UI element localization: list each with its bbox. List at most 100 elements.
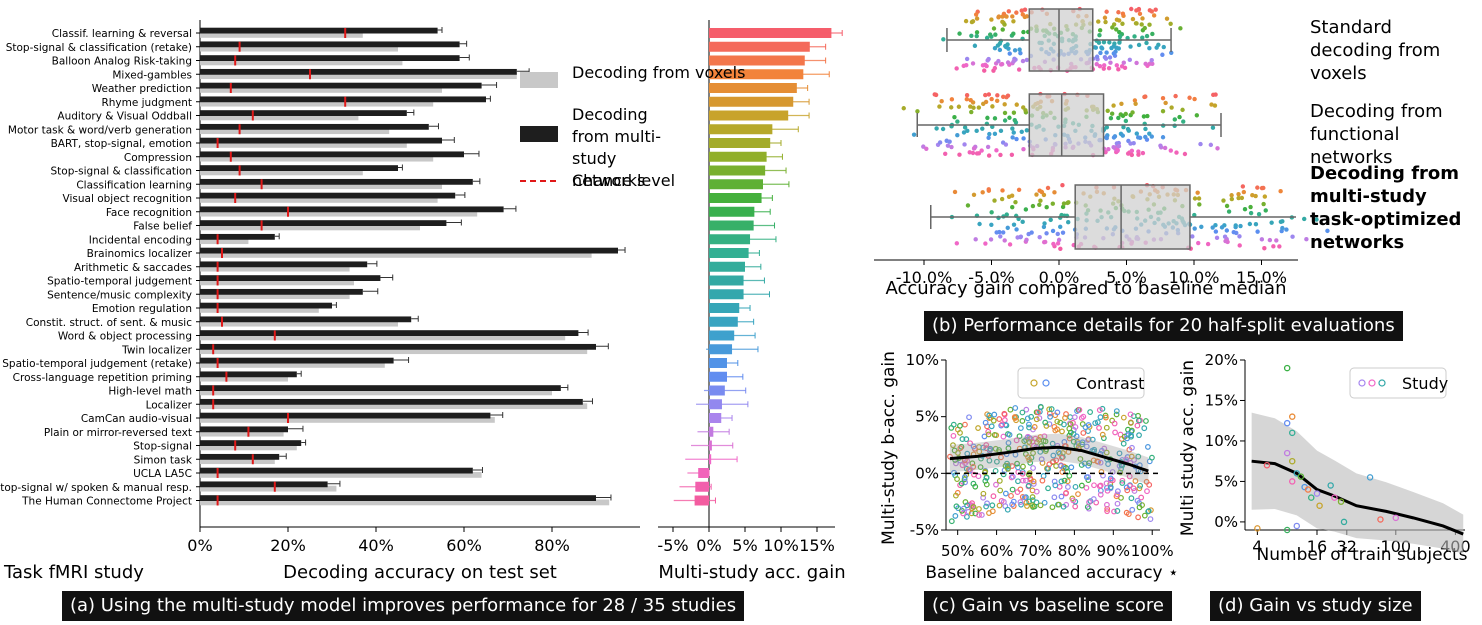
bar-voxels [200,252,592,258]
c-point [1107,484,1114,491]
d-legend-marker [1358,379,1366,387]
c-point [1130,485,1137,492]
b-point [1213,229,1219,234]
gain-x-tick-label: 15% [799,536,835,555]
category-label: Classif. learning & reversal [52,28,192,40]
c-point [976,512,982,518]
b-point [970,61,976,66]
x-tick-label: 40% [358,536,394,555]
c-point [988,423,995,430]
b-point [1120,133,1125,138]
b-x-tick-label: 0.0% [1039,268,1080,287]
c-point [954,476,960,482]
b-point [1005,42,1010,47]
c-point [1051,478,1058,485]
b-point [997,41,1003,46]
b-point [1177,114,1182,120]
c-point [1146,481,1153,488]
c-point [1135,417,1142,424]
c-point [1054,418,1061,425]
c-point [1016,433,1023,440]
c-point [1144,488,1150,495]
b-point [941,37,946,42]
c-point [1120,440,1127,447]
b-point [1037,202,1042,207]
b-point [961,130,967,135]
c-point [1050,452,1057,459]
c-point [1058,463,1064,469]
b-point [986,92,992,97]
bar-voxels [200,334,566,341]
caption-d: (d) Gain vs study size [1210,591,1421,621]
c-point [1048,406,1055,412]
b-point [1126,128,1131,133]
c-point [1009,473,1016,480]
c-point [1078,462,1085,468]
c-point [1131,488,1138,494]
d-point [1288,413,1296,420]
c-point [1022,477,1029,484]
b-point [1007,115,1012,120]
category-label: UCLA LA5C [133,468,192,480]
d-y-tick-label: 20% [1205,351,1238,369]
b-point [1144,33,1150,39]
c-point [1067,421,1074,428]
c-point [980,490,987,497]
b-point [1021,147,1026,152]
b-point [937,140,943,145]
bar-voxels [200,499,610,506]
b-box [1028,8,1094,72]
c-point [950,421,957,428]
b-point [986,187,991,192]
c-point [1062,490,1069,497]
b-point [1059,212,1064,218]
b-point [1014,227,1019,232]
c-point [1147,516,1154,523]
c-point [1010,498,1017,505]
c-point [1009,486,1016,493]
c-point [1053,463,1060,469]
gain-bar [709,206,755,217]
b-point [1050,201,1055,206]
b-point [980,126,985,131]
b-point [1125,35,1130,41]
b-point [1044,205,1049,210]
caption-a: (a) Using the multi-study model improves… [62,591,745,621]
b-point [1013,199,1018,205]
c-point [1058,493,1065,500]
b-point [1160,96,1166,101]
c-point [1128,453,1135,460]
bar-voxels [200,114,359,121]
b-point [1163,100,1168,106]
bar-multi [200,178,473,185]
category-label: Incidental encoding [89,234,192,246]
bar-multi [200,357,394,364]
b-point [1116,67,1121,72]
b-point [1182,151,1188,157]
c-point [1052,427,1059,434]
bar-multi [200,261,368,268]
gain-x-tick-label: 5% [732,536,757,555]
b-point [1001,11,1007,16]
b-point [1066,220,1071,225]
b-point [1099,46,1105,51]
category-label: Stop-signal & classification [51,166,193,178]
b-point [1140,35,1145,40]
b-point [955,133,960,138]
c-point [1094,419,1101,426]
c-point [961,476,968,483]
c-point [952,513,959,519]
c-point [1064,484,1071,490]
b-point [987,131,992,137]
b-point [1213,92,1218,97]
b-point [1160,135,1166,140]
b-point [1133,21,1139,26]
b-point [1003,142,1009,147]
b-point [1142,94,1147,100]
b-point [1017,47,1022,52]
d-point [1337,498,1345,505]
c-point [1050,458,1057,465]
panel-a-accuracy-chart: 0% 20% 40% 60% 80% Decoding accuracy on test … [0,20,640,583]
c-point [1038,456,1045,463]
bar-voxels [200,32,363,38]
